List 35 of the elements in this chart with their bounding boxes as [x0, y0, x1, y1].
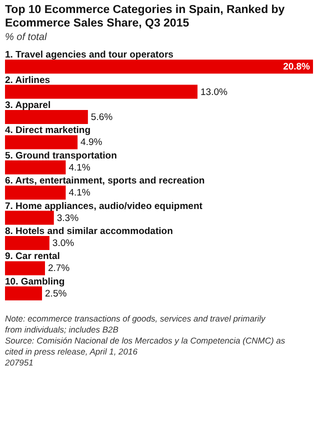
y-tick-label: 5. Ground transportation — [5, 150, 118, 162]
chart-title: Top 10 Ecommerce Categories in Spain, Ranked by Ecommerce Sales Share, Q3 2015 — [5, 4, 286, 30]
y-tick-label: 8. Hotels and similar accommodation — [5, 226, 174, 237]
data-label: 3.0% — [52, 238, 75, 249]
bar — [5, 261, 45, 276]
bar — [5, 60, 313, 74]
data-label: 2.7% — [48, 263, 70, 274]
source-note: Source: Comisión Nacional de los Mercados y la Competencia (CNMC) as cited in press release, April 1, 2016 — [5, 336, 286, 356]
data-label: 5.6% — [90, 112, 114, 123]
y-tick-label: 10. Gambling — [5, 276, 65, 288]
text: Note: ecommerce transactions of goods, services and travel primarily from individuals; includes B2B — [5, 314, 266, 334]
bar — [5, 135, 78, 150]
text: 207951 — [4, 358, 34, 368]
data-label: 4.1% — [68, 162, 91, 174]
bar — [5, 186, 66, 200]
bar — [5, 84, 198, 99]
y-tick-label: 1. Travel agencies and tour operators — [5, 50, 174, 61]
y-tick-label: 2. Airlines — [5, 74, 50, 86]
data-label: 2.5% — [45, 288, 68, 300]
chart-subtitle: % of total — [5, 32, 48, 43]
data-label: 4.9% — [80, 137, 103, 148]
data-label: 20.8% — [283, 62, 311, 73]
y-tick-label: 9. Car rental — [5, 251, 60, 262]
bar — [5, 160, 66, 174]
bar — [5, 236, 50, 250]
y-tick-label: 7. Home appliances, audio/video equipment — [5, 200, 204, 212]
data-label: 4.1% — [68, 188, 91, 199]
y-tick-label: 3. Apparel — [5, 100, 51, 111]
data-label: 3.3% — [56, 212, 80, 224]
y-tick-label: 4. Direct marketing — [5, 125, 91, 136]
bar — [5, 210, 54, 225]
data-label: 13.0% — [200, 86, 228, 98]
bar — [5, 110, 88, 124]
bar — [5, 286, 42, 300]
y-tick-label: 6. Arts, entertainment, sports and recreation — [5, 176, 205, 187]
